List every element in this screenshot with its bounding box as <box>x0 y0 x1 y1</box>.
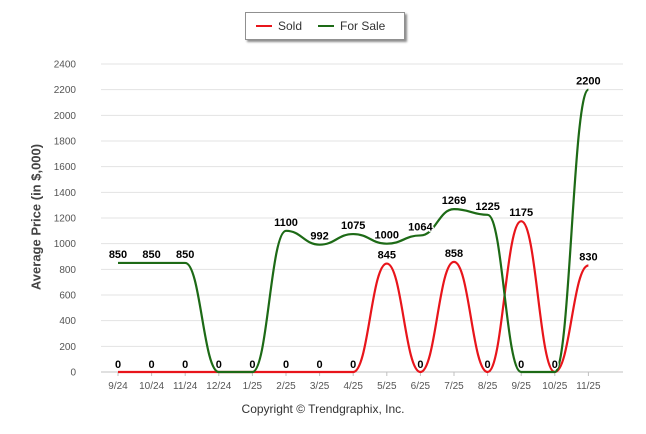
for-sale-data-label: 992 <box>310 231 328 243</box>
legend: Sold For Sale <box>245 12 405 40</box>
y-tick-label: 800 <box>59 265 76 276</box>
for-sale-data-label: 0 <box>249 359 255 371</box>
y-axis-ticks: 0 200 400 600 800 1000 1200 1400 1600 1800 2000 220… <box>54 60 77 379</box>
x-tick-label: 10/24 <box>139 381 164 392</box>
x-tick-label: 4/25 <box>343 381 363 392</box>
x-tick-label: 10/25 <box>542 381 567 392</box>
x-tick-label: 8/25 <box>478 381 498 392</box>
for-sale-data-label: 0 <box>518 359 524 371</box>
sold-data-label: 845 <box>378 250 396 262</box>
sold-data-label: 0 <box>485 359 491 371</box>
sold-data-label: 0 <box>115 359 121 371</box>
for-sale-data-label: 1000 <box>375 230 399 242</box>
x-tick-label: 2/25 <box>276 381 296 392</box>
for-sale-data-label: 2200 <box>576 76 600 88</box>
sold-data-label: 858 <box>445 248 463 260</box>
grid-lines <box>101 63 623 373</box>
x-tick-label: 9/25 <box>511 381 531 392</box>
legend-item-for-sale[interactable]: For Sale <box>318 13 385 39</box>
sold-data-label: 830 <box>579 251 597 263</box>
for-sale-data-label: 850 <box>142 249 160 261</box>
sold-data-label: 0 <box>552 359 558 371</box>
for-sale-data-label: 1269 <box>442 195 466 207</box>
y-tick-label: 600 <box>59 291 76 302</box>
copyright-footer: Copyright © Trendgraphix, Inc. <box>241 402 405 416</box>
y-tick-label: 400 <box>59 316 76 327</box>
y-tick-label: 1200 <box>54 214 77 225</box>
for-sale-data-label: 0 <box>552 359 558 371</box>
y-tick-label: 1400 <box>54 188 77 199</box>
for-sale-data-label: 0 <box>216 359 222 371</box>
x-tick-label: 11/24 <box>173 381 198 392</box>
sold-data-label: 0 <box>317 359 323 371</box>
legend-label-sold: Sold <box>278 19 303 33</box>
x-axis-ticks: 9/24 10/24 11/24 12/24 1/25 2/25 3/25 4/25 5/25 6… <box>108 372 601 392</box>
y-tick-label: 2200 <box>54 85 77 96</box>
sold-data-label: 0 <box>182 359 188 371</box>
for-sale-data-label: 1064 <box>408 221 433 233</box>
y-tick-label: 1000 <box>54 239 77 250</box>
series-lines <box>118 88 590 374</box>
x-tick-label: 7/25 <box>444 381 464 392</box>
for-sale-series-line <box>118 88 590 374</box>
sold-data-label: 0 <box>350 359 356 371</box>
for-sale-data-label: 1075 <box>341 220 365 232</box>
y-tick-label: 1800 <box>54 137 77 148</box>
for-sale-swatch-icon <box>318 25 334 27</box>
sold-data-label: 0 <box>216 359 222 371</box>
x-tick-label: 9/24 <box>108 381 128 392</box>
x-tick-label: 3/25 <box>310 381 330 392</box>
legend-item-sold[interactable]: Sold <box>256 13 302 39</box>
sold-data-label: 0 <box>283 359 289 371</box>
for-sale-data-label: 1225 <box>475 201 499 213</box>
sold-data-label: 0 <box>149 359 155 371</box>
x-tick-label: 5/25 <box>377 381 397 392</box>
x-tick-label: 1/25 <box>243 381 263 392</box>
sold-data-label: 0 <box>417 359 423 371</box>
x-tick-label: 6/25 <box>411 381 431 392</box>
for-sale-data-label: 1100 <box>274 217 298 229</box>
y-tick-label: 1600 <box>54 162 77 173</box>
for-sale-data-label: 850 <box>176 249 194 261</box>
y-axis-label: Average Price (in $,000) <box>28 143 44 291</box>
y-tick-label: 200 <box>59 342 76 353</box>
y-tick-label: 2000 <box>54 111 77 122</box>
sold-data-label: 1175 <box>509 207 533 219</box>
x-tick-label: 11/25 <box>576 381 601 392</box>
for-sale-data-label: 850 <box>109 249 127 261</box>
legend-label-for-sale: For Sale <box>340 19 386 33</box>
y-tick-label: 0 <box>70 368 76 379</box>
sold-swatch-icon <box>256 25 272 27</box>
sold-data-label: 0 <box>249 359 255 371</box>
y-tick-label: 2400 <box>54 60 77 71</box>
data-labels: 850 850 850 0 0 1100 992 1075 1000 1064 1269 1225 0 0… <box>108 74 602 372</box>
x-tick-label: 12/24 <box>206 381 231 392</box>
